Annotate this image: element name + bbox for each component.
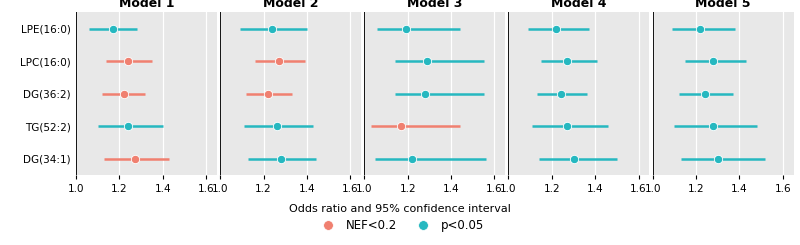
Title: Model 2: Model 2 — [263, 0, 318, 10]
Title: Model 3: Model 3 — [407, 0, 462, 10]
Text: Odds ratio and 95% confidence interval: Odds ratio and 95% confidence interval — [289, 205, 511, 214]
Title: Model 5: Model 5 — [695, 0, 751, 10]
Title: Model 4: Model 4 — [551, 0, 606, 10]
Legend: NEF<0.2, p<0.05: NEF<0.2, p<0.05 — [311, 214, 489, 237]
Title: Model 1: Model 1 — [118, 0, 174, 10]
